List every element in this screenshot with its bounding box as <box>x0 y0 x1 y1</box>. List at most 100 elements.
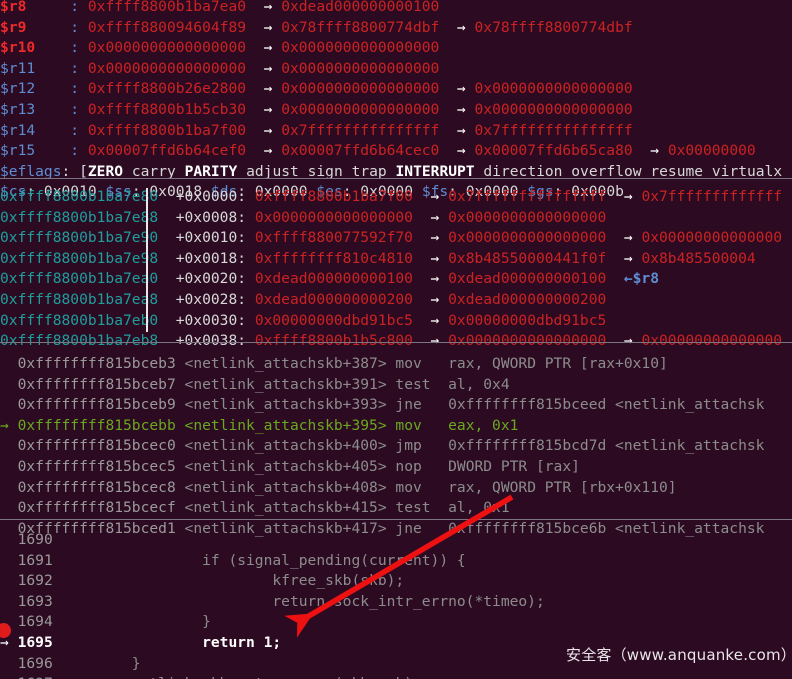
segment-name: $cs <box>0 183 27 201</box>
stack-value: 0x00000000dbd91bc5 <box>254 311 413 329</box>
eflags-flag: resume <box>650 162 704 180</box>
register-colon: : <box>70 100 88 118</box>
segment-value: : 0x000b <box>553 183 624 201</box>
register-value: 0x0000000000000000 <box>474 80 633 98</box>
eflags-flag: ZERO <box>87 162 124 180</box>
instruction-operands: DWORD PTR [rax] <box>448 457 580 475</box>
register-colon: : <box>70 0 88 15</box>
instruction-mnemonic: mov <box>395 355 449 372</box>
deref-arrow-icon: → <box>412 249 449 267</box>
instruction-address: 0xffffffff815bceb3 <box>8 355 185 372</box>
marker-gap <box>606 270 624 287</box>
source-indent <box>0 655 9 672</box>
instruction-symbol: <netlink_attachskb+408> <box>184 478 396 496</box>
source-line-text: return sock_intr_errno(*timeo); <box>61 592 545 610</box>
deref-arrow-icon: → <box>632 142 668 160</box>
stack-offset: +0x0008: <box>175 208 255 226</box>
stack-offset: +0x0028: <box>175 290 255 308</box>
segment-value: : 0x0000 <box>342 183 414 201</box>
source-line-number: 1696 <box>8 654 62 672</box>
deref-arrow-icon: → <box>606 249 642 267</box>
register-value: 0x7fffffffffffffff <box>474 121 633 139</box>
deref-arrow-icon: → <box>246 59 282 77</box>
deref-arrow-icon: → <box>246 0 282 15</box>
eflags-label: $eflags <box>0 162 62 180</box>
register-value: 0x78ffff8800774dbf <box>474 18 633 36</box>
register-value: 0xdead000000000100 <box>281 0 440 15</box>
deref-arrow-icon: → <box>439 18 475 36</box>
source-line: 1696 } <box>0 654 792 675</box>
source-line-text: } <box>61 613 211 631</box>
stack-value: 0x8b48550000441f0f <box>448 249 607 267</box>
stack-value: 0xffff8800b1b5c800 <box>254 332 413 350</box>
source-line: → 1695 return 1; <box>0 633 792 654</box>
register-colon: : <box>70 142 88 160</box>
deref-arrow-icon: → <box>246 39 282 57</box>
disasm-indent <box>0 396 9 413</box>
stack-address: 0xffff8800b1ba7e98 <box>0 249 159 267</box>
stack-value: 0x0000000000000000 <box>254 208 413 226</box>
source-indent <box>0 531 9 548</box>
instruction-symbol: <netlink_attachskb+393> <box>184 396 396 414</box>
source-line-number: 1693 <box>8 592 62 610</box>
stack-offset: +0x0020: <box>175 270 255 288</box>
eflags-flag: trap <box>351 162 387 180</box>
eflags-colon: : <box>61 162 80 180</box>
eflags-row: $eflags: [ZERO carry PARITY adjust sign … <box>0 162 792 183</box>
stack-address: 0xffff8800b1ba7ea0 <box>0 270 159 288</box>
disassembly-pane: 0xffffffff815bceb3 <netlink_attachskb+38… <box>0 354 792 539</box>
instruction-address: 0xffffffff815bcecf <box>8 499 185 517</box>
instruction-mnemonic: mov <box>395 416 449 434</box>
register-row: $r12 : 0xffff8800b26e2800 → 0x0000000000… <box>0 79 792 100</box>
instruction-operands: rax, QWORD PTR [rbx+0x110] <box>448 478 677 496</box>
deref-arrow-icon: → <box>246 80 282 98</box>
register-name: $r11 <box>0 59 71 77</box>
source-indent <box>0 593 9 610</box>
register-value: 0x0000000000000000 <box>281 39 440 57</box>
deref-arrow-icon: → <box>439 100 475 118</box>
disassembly-row: 0xffffffff815bcecf <netlink_attachskb+41… <box>0 498 792 519</box>
source-indent <box>0 675 9 679</box>
register-value: 0xffff8800b1b5cb30 <box>87 100 247 118</box>
source-indent <box>0 572 9 589</box>
disasm-indent <box>0 499 9 516</box>
register-row: $r8 : 0xffff8800b1ba7ea0 → 0xdead0000000… <box>0 0 792 18</box>
instruction-address: 0xffffffff815bceb9 <box>8 396 185 414</box>
deref-arrow-icon: → <box>246 100 282 118</box>
disassembly-row: 0xffffffff815bceb3 <netlink_attachskb+38… <box>0 354 792 375</box>
stack-address: 0xffff8800b1ba7eb0 <box>0 311 159 329</box>
breakpoint-dot-icon[interactable] <box>0 623 11 638</box>
instruction-mnemonic: test <box>395 375 449 393</box>
register-colon: : <box>70 59 88 77</box>
segment-name: $es <box>316 183 343 201</box>
register-row: $r15 : 0x00007ffd6b64cef0 → 0x00007ffd6b… <box>0 141 792 162</box>
deref-arrow-icon: → <box>606 188 642 205</box>
stack-register-marker: ←$r8 <box>623 270 660 288</box>
registers-pane: $r8 : 0xffff8800b1ba7ea0 → 0xdead0000000… <box>0 0 792 203</box>
instruction-address: 0xffffffff815bceb7 <box>8 375 185 393</box>
source-line-number: 1692 <box>8 572 62 590</box>
deref-arrow-icon: → <box>246 121 282 139</box>
stack-address: 0xffff8800b1ba7e80 <box>0 188 159 205</box>
register-name: $r15 <box>0 142 71 160</box>
deref-arrow-icon: → <box>439 142 475 160</box>
instruction-mnemonic: test <box>395 499 449 517</box>
deref-arrow-icon: → <box>412 208 449 226</box>
current-line-arrow-icon: → <box>0 633 9 651</box>
stack-value: 0xffff8800b1ba7f00 <box>254 188 413 205</box>
segment-value: : 0x0000 <box>237 183 308 201</box>
source-line-text: netlink_skb_set_owner_r(skb, sk); <box>62 675 422 679</box>
deref-arrow-icon: → <box>412 188 449 205</box>
stack-row: 0xffff8800b1ba7ea0 +0x0020: 0xdead000000… <box>0 269 792 290</box>
register-name: $r8 <box>0 0 71 15</box>
register-row: $r11 : 0x0000000000000000 → 0x0000000000… <box>0 59 792 80</box>
source-line-number: 1694 <box>8 613 62 631</box>
register-colon: : <box>70 80 88 98</box>
instruction-mnemonic: jmp <box>395 437 449 455</box>
stack-offset: +0x0000: <box>175 188 255 205</box>
instruction-operands: al, 0x1 <box>448 499 510 517</box>
deref-arrow-icon: → <box>246 18 282 36</box>
source-line-text: kfree_skb(skb); <box>61 572 405 590</box>
instruction-address: 0xffffffff815bcec5 <box>8 457 185 475</box>
